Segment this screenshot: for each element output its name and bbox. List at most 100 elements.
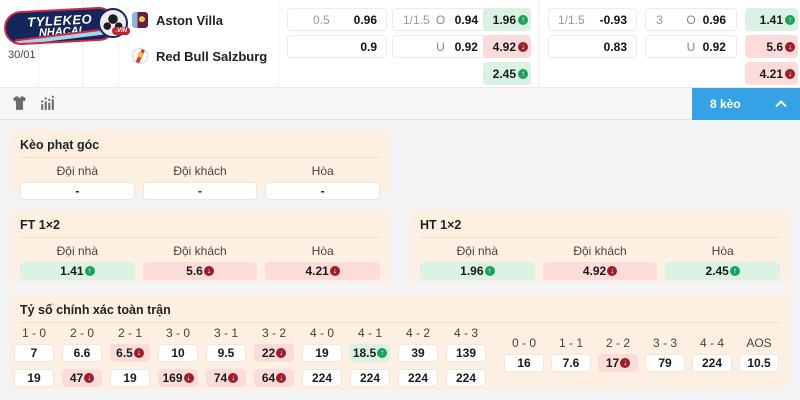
score-odds-cell[interactable]: 74	[206, 369, 246, 387]
ht-card-title: HT 1×2	[420, 218, 780, 238]
under-label: U	[436, 39, 445, 54]
odds-value: 47	[69, 371, 84, 385]
ht-1x2-home-odds[interactable]: 1.96	[483, 8, 531, 31]
ht-draw-odds[interactable]: 2.45	[665, 262, 781, 280]
score-odds-cell[interactable]: 224	[350, 369, 390, 387]
ft-1x2-draw-odds[interactable]: 4.21	[745, 62, 798, 85]
hdp-line: 1/1.5	[558, 12, 585, 27]
ft-hdp-away-odds[interactable]: 0.83	[548, 35, 637, 58]
odds-value: 39	[411, 346, 425, 360]
keo-count-label: 8 kèo	[710, 97, 741, 111]
ft-over-odds[interactable]: 3 O 0.96	[645, 8, 737, 31]
score-label: 3 - 2	[261, 326, 286, 340]
score-odds-cell[interactable]: 79	[645, 354, 685, 372]
odds-value: 6.6	[73, 346, 91, 360]
score-odds-cell[interactable]: 6.5	[110, 344, 150, 362]
score-label: 1 - 0	[21, 326, 46, 340]
trend-down-icon	[203, 266, 214, 276]
score-odds-cell[interactable]: 7	[14, 344, 54, 362]
score-odds-cell[interactable]: 18.5	[350, 344, 390, 362]
ht-away-odds[interactable]: 4.92	[542, 262, 658, 280]
score-odds-cell[interactable]: 9.5	[206, 344, 246, 362]
score-odds-cell[interactable]: 47	[62, 369, 102, 387]
match-date: 30/01	[8, 49, 36, 61]
ht-1x2-away-odds[interactable]: 4.92	[483, 35, 531, 58]
trend-down-icon	[329, 266, 340, 276]
score-odds-cell[interactable]: 139	[446, 344, 486, 362]
corner-home-odds[interactable]: -	[20, 182, 135, 200]
score-odds-cell[interactable]: 17	[598, 354, 638, 372]
odds-value: 0.92	[454, 39, 478, 54]
score-odds-cell[interactable]: 19	[110, 369, 150, 387]
ht-over-odds[interactable]: 1/1.5 O 0.94	[392, 8, 489, 31]
score-odds-cell[interactable]: 224	[398, 369, 438, 387]
draw-score-column: 1 - 1 7.6	[551, 336, 591, 387]
soccer-ball-icon	[98, 8, 128, 38]
ht-hdp-home-odds[interactable]: 0.5 0.96	[287, 8, 387, 31]
column-header-away: Đội khách	[173, 164, 227, 178]
score-column: 4 - 2 39 224	[398, 326, 438, 387]
ft-under-odds[interactable]: U 0.92	[645, 35, 737, 58]
stats-icon[interactable]	[39, 95, 56, 112]
score-odds-cell[interactable]: 6.6	[62, 344, 102, 362]
score-odds-cell[interactable]: 22	[254, 344, 294, 362]
score-odds-cell[interactable]: 224	[692, 354, 732, 372]
ft-1x2-away-odds[interactable]: 5.6	[745, 35, 798, 58]
trend-up-icon	[785, 14, 795, 25]
score-column: 1 - 0 7 19	[14, 326, 54, 387]
ft-home-odds[interactable]: 1.41	[20, 262, 135, 280]
odds-value: 0.83	[603, 39, 627, 54]
ft-draw-odds[interactable]: 4.21	[265, 262, 381, 280]
trend-down-icon	[133, 348, 144, 358]
odds-value: 0.94	[454, 12, 478, 27]
score-odds-cell[interactable]: 16	[504, 354, 544, 372]
ft-away-odds[interactable]: 5.6	[142, 262, 258, 280]
score-odds-cell[interactable]: 224	[446, 369, 486, 387]
score-odds-cell[interactable]: 10.5	[739, 354, 779, 372]
column-header-home: Đội nhà	[56, 244, 99, 258]
trend-down-icon	[84, 373, 95, 383]
ht-hdp-away-odds[interactable]: 0.9	[287, 35, 387, 58]
away-team[interactable]: Red Bull Salzburg	[132, 47, 267, 65]
score-odds-cell[interactable]: 169	[158, 369, 198, 387]
ht-home-odds[interactable]: 1.96	[420, 262, 535, 280]
trend-down-icon	[276, 373, 287, 383]
score-label: 4 - 4	[699, 336, 724, 350]
odds-value: 1.41	[759, 12, 783, 27]
correct-score-card: Tỷ số chính xác toàn trận 1 - 0 7 19 2 -…	[10, 295, 790, 390]
score-label: 3 - 1	[213, 326, 238, 340]
odds-value: 2.45	[492, 66, 516, 81]
correct-score-title: Tỷ số chính xác toàn trận	[20, 303, 780, 323]
trend-down-icon	[276, 348, 287, 358]
column-header-away: Đội khách	[173, 244, 227, 258]
site-logo: TYLEKEO NHACAI .VIN	[3, 6, 130, 48]
score-odds-cell[interactable]: 64	[254, 369, 294, 387]
odds-value: 224	[311, 371, 333, 385]
ht-1x2-draw-odds[interactable]: 2.45	[483, 62, 531, 85]
odds-value: 17	[605, 356, 620, 370]
corner-away-odds[interactable]: -	[142, 182, 258, 200]
score-odds-cell[interactable]: 224	[302, 369, 342, 387]
score-label: 4 - 1	[357, 326, 382, 340]
aston-villa-crest-icon	[132, 12, 148, 28]
score-odds-cell[interactable]: 39	[398, 344, 438, 362]
ft-hdp-home-odds[interactable]: 1/1.5 -0.93	[548, 8, 637, 31]
trend-up-icon	[518, 68, 528, 79]
odds-value: 74	[213, 371, 228, 385]
jersey-icon[interactable]	[11, 95, 28, 112]
score-odds-cell[interactable]: 10	[158, 344, 198, 362]
score-label: 1 - 1	[558, 336, 583, 350]
ht-under-odds[interactable]: U 0.92	[392, 35, 489, 58]
corner-draw-odds[interactable]: -	[265, 182, 381, 200]
home-team[interactable]: Aston Villa	[132, 11, 223, 29]
score-label: AOS	[746, 336, 772, 350]
keo-count-button[interactable]: 8 kèo	[692, 88, 800, 120]
score-odds-cell[interactable]: 19	[14, 369, 54, 387]
column-divider	[118, 0, 119, 87]
ft-1x2-home-odds[interactable]: 1.41	[745, 8, 798, 31]
logo-vin-badge: .VIN	[112, 27, 130, 35]
score-odds-cell[interactable]: 7.6	[551, 354, 591, 372]
score-odds-cell[interactable]: 19	[302, 344, 342, 362]
trend-up-icon	[84, 266, 95, 276]
